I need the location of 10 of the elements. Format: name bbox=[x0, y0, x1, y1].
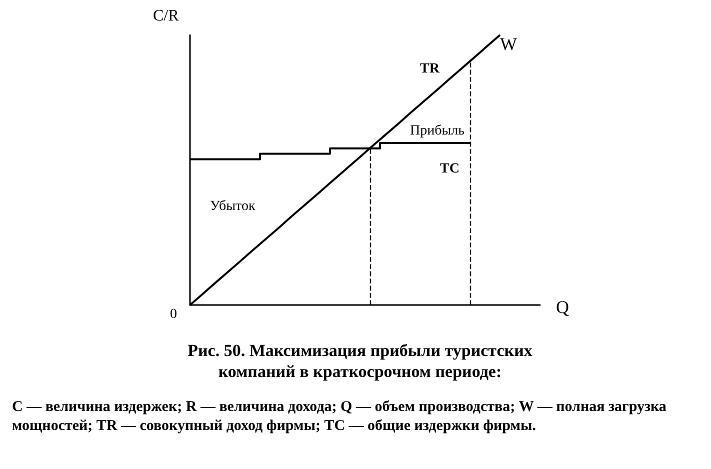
text: C — величина издержек; R — величина дохода; Q — объем производства; W — полная загрузка мощностей; TR — совокупный доход фирмы; TC — общие издержки фирмы. bbox=[12, 398, 668, 436]
y-axis-title: C/R bbox=[153, 8, 180, 24]
annotation: Прибыль bbox=[410, 124, 465, 139]
x-axis-title: Q bbox=[556, 297, 569, 317]
annotation: W bbox=[500, 34, 517, 54]
series-label: TR bbox=[420, 62, 440, 76]
annotation: Убыток bbox=[210, 199, 256, 214]
series-label: TC bbox=[440, 161, 460, 176]
text: 0 bbox=[170, 307, 177, 322]
text: Рис. 50. Максимизация прибыли туристских компаний в краткосрочном периоде: bbox=[186, 340, 534, 382]
